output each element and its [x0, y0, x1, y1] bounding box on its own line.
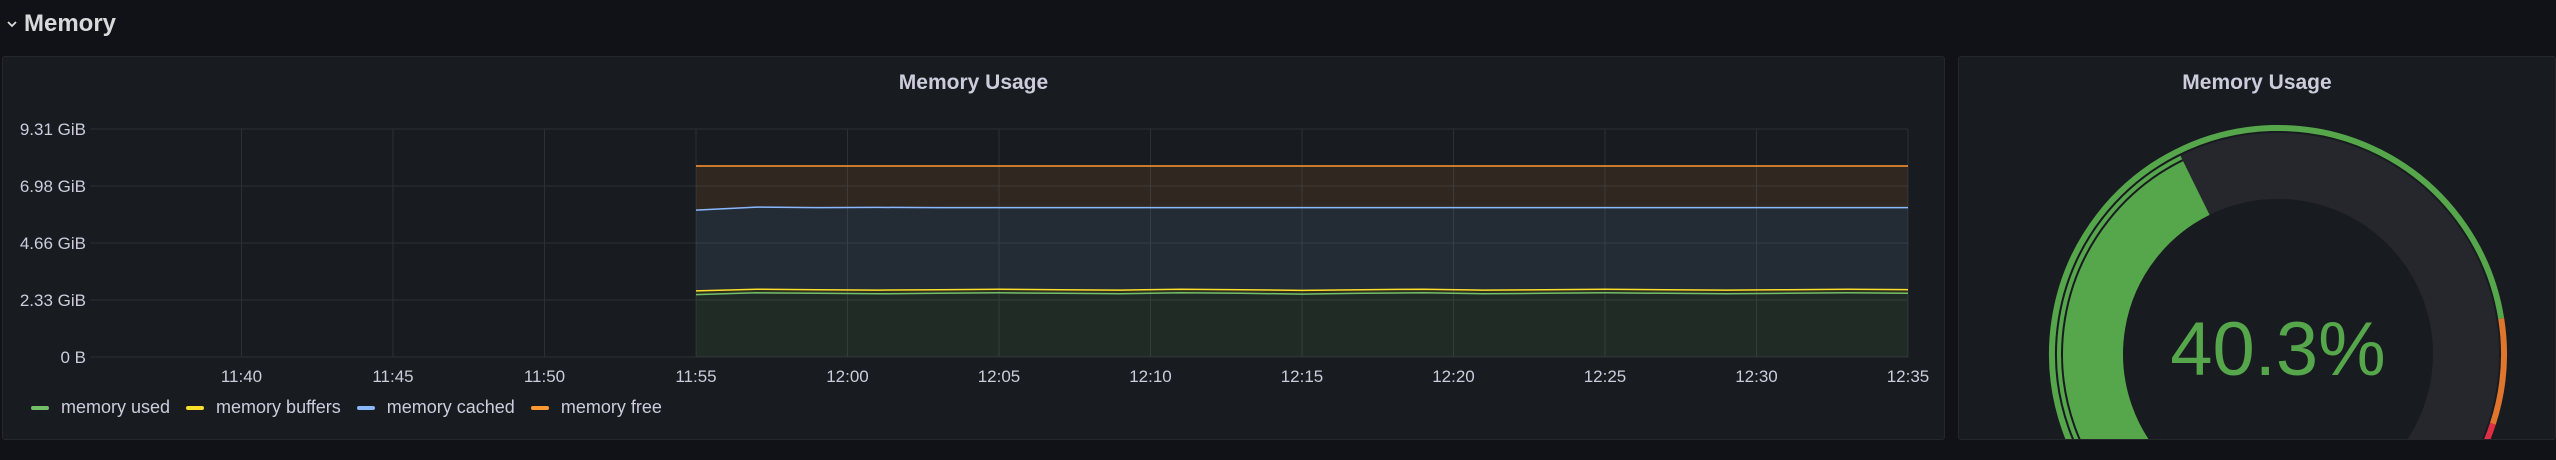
gauge-threshold-band [2049, 124, 2505, 439]
series-line [695, 288, 1909, 292]
x-tick-label: 11:40 [221, 367, 262, 386]
legend-item[interactable]: memory cached [356, 397, 515, 418]
gauge-separator [2061, 159, 2184, 439]
legend-item[interactable]: memory used [31, 397, 170, 418]
y-tick-label: 0 B [60, 348, 86, 367]
series-line [695, 292, 1909, 296]
y-tick-label: 2.33 GiB [20, 291, 86, 310]
legend-swatch [530, 405, 549, 410]
y-tick-label: 6.98 GiB [20, 177, 86, 196]
x-tick-label: 12:15 [1281, 367, 1324, 386]
chart-lines [695, 165, 1909, 296]
timeseries-chart[interactable]: 0 B 2.33 GiB 4.66 GiB 6.98 GiB 9.31 GiB 11:4… [3, 57, 1944, 439]
x-tick-label: 12:10 [1129, 367, 1172, 386]
gauge-value-arc [2057, 155, 2211, 439]
legend-item[interactable]: memory free [530, 397, 662, 418]
series-area [696, 207, 1908, 291]
legend-swatch [356, 405, 375, 410]
legend-label: memory cached [386, 397, 515, 417]
chart-grid [90, 128, 1909, 358]
memory-usage-timeseries-panel[interactable]: Memory Usage 0 B 2.33 GiB 4.66 GiB 6.98 GiB… [2, 56, 1945, 440]
chevron-down-icon[interactable] [4, 16, 20, 32]
row-title[interactable]: Memory [24, 10, 117, 37]
x-tick-label: 12:05 [978, 367, 1021, 386]
gauge-value: 40.3% [2170, 307, 2386, 392]
gauge-threshold-band [2484, 422, 2496, 439]
x-tick-label: 12:20 [1432, 367, 1475, 386]
gauge-chart: 40.3% [2049, 124, 2507, 439]
series-line [695, 206, 1908, 211]
legend-label: memory free [560, 397, 662, 417]
chart-legend: memory used memory buffers memory cached me… [31, 397, 678, 418]
legend-label: memory used [61, 397, 171, 417]
y-axis-ticks: 0 B 2.33 GiB 4.66 GiB 6.98 GiB 9.31 GiB [20, 120, 86, 367]
x-tick-label: 11:50 [524, 367, 565, 386]
gauge-threshold-band [2490, 318, 2507, 425]
panel-title[interactable]: Memory Usage [898, 71, 1049, 94]
x-tick-label: 12:25 [1584, 367, 1627, 386]
x-tick-label: 12:00 [826, 367, 869, 386]
x-tick-label: 11:55 [675, 367, 716, 386]
panel-title[interactable]: Memory Usage [2182, 71, 2332, 94]
series-area [696, 292, 1908, 357]
x-tick-label: 12:35 [1887, 367, 1930, 386]
x-axis-ticks: 11:40 11:45 11:50 11:55 12:00 12:05 12:10 12:15… [221, 367, 1929, 386]
legend-swatch [31, 405, 49, 410]
series-area [696, 166, 1908, 211]
legend-item[interactable]: memory buffers [186, 397, 341, 418]
x-tick-label: 12:30 [1735, 367, 1778, 386]
x-tick-label: 11:45 [372, 367, 413, 386]
y-tick-label: 9.31 GiB [20, 120, 86, 139]
row-header-memory[interactable]: Memory [0, 0, 2556, 48]
legend-swatch [186, 405, 205, 410]
legend-label: memory buffers [216, 397, 341, 417]
y-tick-label: 4.66 GiB [20, 234, 86, 253]
chart-areas [696, 166, 1908, 357]
memory-usage-gauge-panel[interactable]: Memory Usage 40.3% [1958, 56, 2556, 440]
series-area [696, 289, 1908, 295]
